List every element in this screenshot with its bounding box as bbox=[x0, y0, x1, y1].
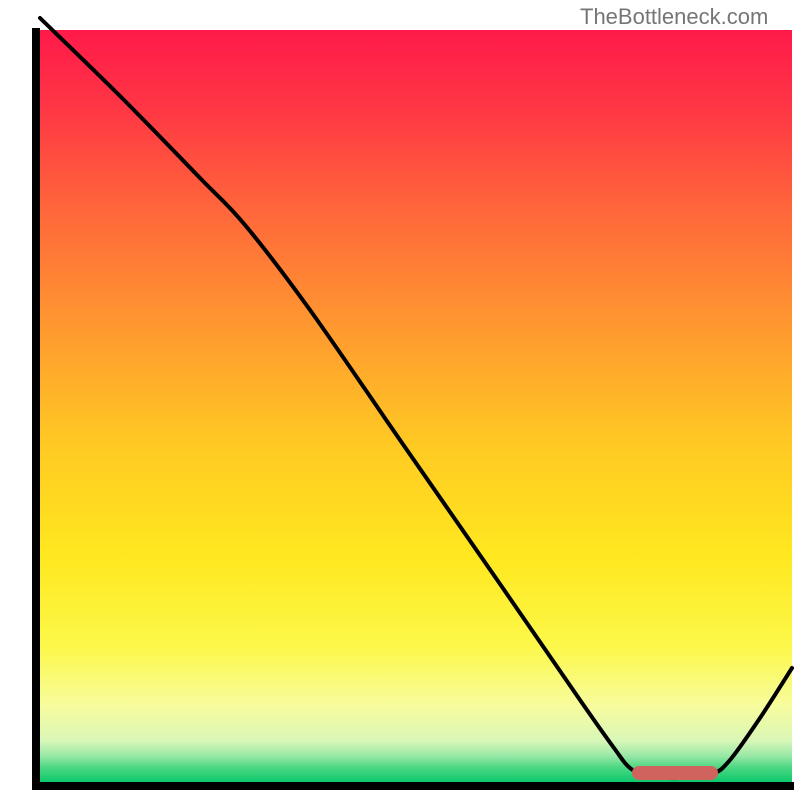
credit-label: TheBottleneck.com bbox=[580, 4, 768, 30]
gradient-background bbox=[40, 30, 792, 782]
chart-container: TheBottleneck.com bbox=[0, 0, 800, 800]
plot-area bbox=[40, 30, 792, 782]
